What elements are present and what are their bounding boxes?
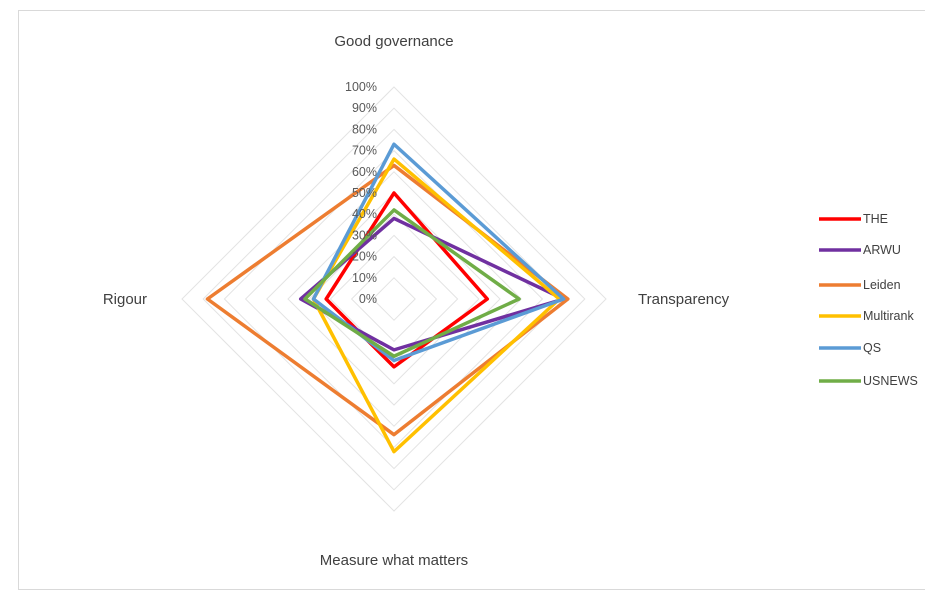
series-line-usnews [303, 208, 521, 358]
grid-ring [244, 149, 544, 449]
legend-label-leiden: Leiden [863, 278, 901, 292]
legend-item-multirank[interactable]: Multirank [819, 309, 914, 323]
axis-label-transparency: Transparency [638, 291, 730, 308]
legend-item-arwu[interactable]: ARWU [819, 243, 901, 257]
grid-ring [266, 171, 522, 427]
chart-area [18, 10, 925, 590]
tick-label: 30% [352, 228, 377, 242]
series-line-multirank [311, 157, 562, 454]
tick-label: 0% [359, 292, 377, 306]
tick-label: 50% [352, 186, 377, 200]
tick-label: 10% [352, 271, 377, 285]
series-line-leiden [205, 163, 570, 437]
legend-label-the: THE [863, 212, 888, 226]
legend-item-qs[interactable]: QS [819, 341, 881, 355]
legend-label-multirank: Multirank [863, 309, 914, 323]
tick-label: 20% [352, 250, 377, 264]
grid-ring [329, 234, 459, 364]
radial-tick-labels: 0% 10% 20% 30% 40% 50% 60% 70% 80% 90% 100% [345, 80, 377, 306]
tick-label: 40% [352, 207, 377, 221]
legend-label-usnews: USNEWS [863, 374, 918, 388]
legend-label-arwu: ARWU [863, 243, 901, 257]
tick-label: 70% [352, 144, 377, 158]
tick-label: 60% [352, 165, 377, 179]
axis-label-rigour: Rigour [103, 291, 147, 308]
axis-label-measure-what-matters: Measure what matters [320, 552, 468, 569]
tick-label: 100% [345, 80, 377, 94]
legend-item-usnews[interactable]: USNEWS [819, 374, 918, 388]
series-lines [205, 142, 570, 454]
axis-label-good-governance: Good governance [334, 33, 453, 50]
legend: THE ARWU Leiden Multirank QS USNEWS [819, 212, 918, 388]
series-line-the [324, 191, 490, 369]
grid-ring [308, 213, 480, 385]
grid-ring [287, 192, 501, 406]
grid-ring [350, 255, 438, 343]
legend-item-leiden[interactable]: Leiden [819, 278, 901, 292]
tick-label: 90% [352, 101, 377, 115]
radar-chart: 0% 10% 20% 30% 40% 50% 60% 70% 80% 90% 100% Good g… [103, 33, 918, 569]
legend-item-the[interactable]: THE [819, 212, 888, 226]
grid-ring [223, 128, 565, 470]
legend-label-qs: QS [863, 341, 881, 355]
tick-label: 80% [352, 122, 377, 136]
radar-grid [181, 86, 607, 512]
series-line-qs [311, 142, 566, 363]
grid-ring [181, 86, 607, 512]
grid-ring [372, 277, 416, 321]
grid-ring [202, 107, 586, 491]
